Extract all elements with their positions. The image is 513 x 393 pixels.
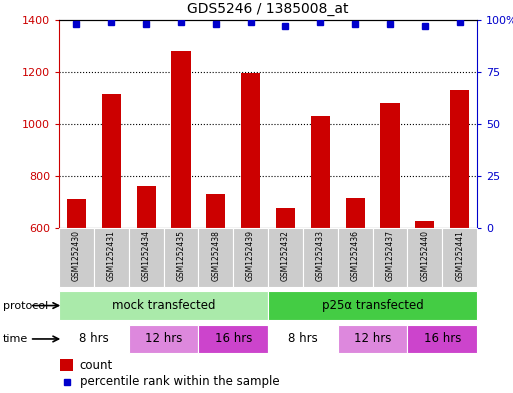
FancyBboxPatch shape	[59, 292, 268, 320]
Bar	[346, 198, 365, 384]
FancyBboxPatch shape	[59, 228, 94, 287]
Text: GSM1252433: GSM1252433	[316, 230, 325, 281]
FancyBboxPatch shape	[268, 292, 477, 320]
FancyBboxPatch shape	[407, 325, 477, 353]
FancyBboxPatch shape	[442, 228, 477, 287]
FancyBboxPatch shape	[164, 228, 199, 287]
Text: GSM1252441: GSM1252441	[455, 230, 464, 281]
Bar	[67, 199, 86, 384]
FancyBboxPatch shape	[94, 228, 129, 287]
Text: 12 hrs: 12 hrs	[145, 332, 182, 345]
Text: 16 hrs: 16 hrs	[424, 332, 461, 345]
Text: 8 hrs: 8 hrs	[79, 332, 109, 345]
Bar	[241, 73, 260, 384]
FancyBboxPatch shape	[372, 228, 407, 287]
Bar	[381, 103, 400, 384]
Text: GSM1252432: GSM1252432	[281, 230, 290, 281]
Bar	[450, 90, 469, 384]
Text: GSM1252436: GSM1252436	[351, 230, 360, 281]
Text: GSM1252438: GSM1252438	[211, 230, 220, 281]
Text: p25α transfected: p25α transfected	[322, 299, 423, 312]
FancyBboxPatch shape	[129, 228, 164, 287]
FancyBboxPatch shape	[233, 228, 268, 287]
FancyBboxPatch shape	[199, 325, 268, 353]
Text: GSM1252440: GSM1252440	[420, 230, 429, 281]
Bar	[171, 51, 190, 384]
Bar	[311, 116, 330, 384]
FancyBboxPatch shape	[129, 325, 199, 353]
Bar	[136, 186, 155, 384]
FancyBboxPatch shape	[303, 228, 338, 287]
Text: GSM1252439: GSM1252439	[246, 230, 255, 281]
FancyBboxPatch shape	[199, 228, 233, 287]
FancyBboxPatch shape	[59, 325, 129, 353]
Text: count: count	[80, 358, 113, 371]
Text: 12 hrs: 12 hrs	[354, 332, 391, 345]
Text: 16 hrs: 16 hrs	[214, 332, 252, 345]
FancyBboxPatch shape	[338, 325, 407, 353]
Text: GSM1252437: GSM1252437	[385, 230, 394, 281]
FancyBboxPatch shape	[268, 228, 303, 287]
FancyBboxPatch shape	[268, 325, 338, 353]
Text: 8 hrs: 8 hrs	[288, 332, 318, 345]
FancyBboxPatch shape	[338, 228, 372, 287]
Text: percentile rank within the sample: percentile rank within the sample	[80, 375, 279, 388]
Text: GSM1252431: GSM1252431	[107, 230, 116, 281]
Text: GSM1252435: GSM1252435	[176, 230, 185, 281]
Bar	[415, 221, 435, 384]
Bar	[276, 208, 295, 384]
FancyBboxPatch shape	[407, 228, 442, 287]
Text: GSM1252430: GSM1252430	[72, 230, 81, 281]
Title: GDS5246 / 1385008_at: GDS5246 / 1385008_at	[187, 2, 349, 16]
Text: protocol: protocol	[3, 301, 48, 310]
Text: time: time	[3, 334, 28, 344]
Bar	[60, 359, 73, 371]
Text: mock transfected: mock transfected	[112, 299, 215, 312]
Text: GSM1252434: GSM1252434	[142, 230, 151, 281]
Bar	[206, 194, 225, 384]
Bar	[102, 94, 121, 384]
